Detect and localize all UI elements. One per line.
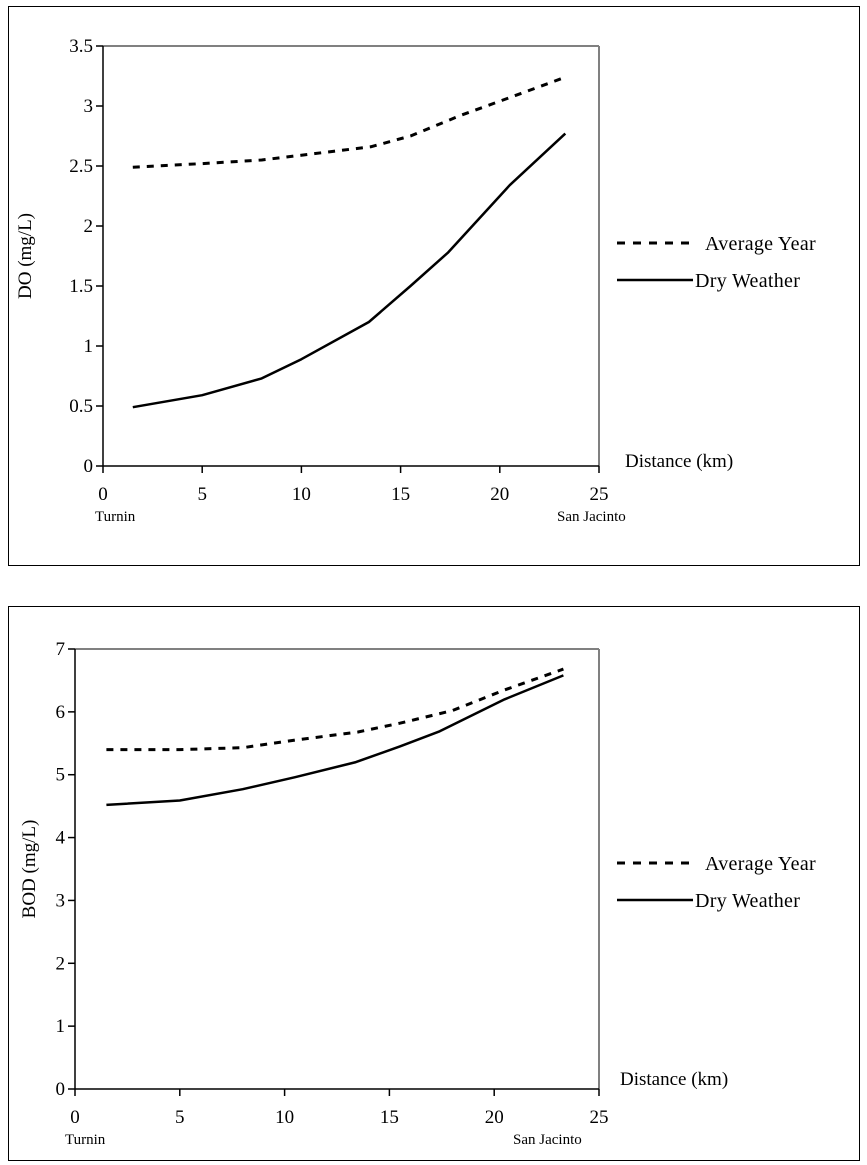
do-chart-panel: 0 0.5 1 1.5 2 2.5 3 3.5 0 5 10 15 20 25 Turnin San Jaci…: [8, 6, 860, 566]
x-tick-label: 5: [197, 484, 207, 505]
y-tick-label: 1.5: [69, 276, 93, 297]
y-tick-label: 4: [56, 828, 66, 849]
y-tick-label: 0: [84, 456, 94, 477]
x-tick-label: 15: [391, 484, 410, 505]
legend-label: Average Year: [705, 233, 816, 255]
series-line-dry-weather: [132, 132, 567, 409]
y-axis-title: DO (mg/L): [15, 213, 36, 299]
location-label: Turnin: [95, 509, 136, 525]
location-label: Turnin: [65, 1132, 106, 1148]
location-label: San Jacinto: [513, 1132, 582, 1148]
x-axis-title: Distance (km): [625, 451, 733, 472]
y-axis-title: BOD (mg/L): [19, 820, 40, 919]
y-tick-label: 1: [56, 1016, 66, 1037]
x-tick-label: 25: [590, 484, 609, 505]
legend-label: Dry Weather: [695, 890, 800, 912]
legend-label: Average Year: [705, 853, 816, 875]
series-line-average-year: [106, 667, 564, 752]
x-tick-label: 15: [380, 1107, 399, 1128]
x-tick-label: 10: [292, 484, 311, 505]
x-axis-title: Distance (km): [620, 1069, 728, 1090]
y-tick-label: 2: [84, 216, 94, 237]
y-tick-label: 2: [56, 953, 66, 974]
x-tick-label: 5: [175, 1107, 185, 1128]
x-tick-label: 0: [70, 1107, 80, 1128]
x-tick-label: 20: [490, 484, 509, 505]
location-label: San Jacinto: [557, 509, 626, 525]
y-tick-label: 3: [84, 96, 94, 117]
y-tick-label: 2.5: [69, 156, 93, 177]
y-tick-label: 0: [56, 1079, 66, 1100]
bod-chart-panel: 0 1 2 3 4 5 6 7 0 5 10 15 20 25 Turnin San Jacinto Dista…: [8, 606, 860, 1161]
series-line-dry-weather: [106, 674, 564, 807]
x-tick-label: 20: [485, 1107, 504, 1128]
y-tick-label: 5: [56, 765, 66, 786]
series-line-average-year: [132, 75, 566, 169]
y-tick-label: 6: [56, 702, 66, 723]
legend-label: Dry Weather: [695, 270, 800, 292]
x-tick-label: 0: [98, 484, 108, 505]
do-chart: 0 0.5 1 1.5 2 2.5 3 3.5 0 5 10 15 20 25 Turnin San Jaci…: [15, 36, 816, 525]
y-tick-label: 3: [56, 890, 66, 911]
x-tick-label: 10: [275, 1107, 294, 1128]
y-tick-label: 7: [56, 639, 66, 660]
y-tick-label: 0.5: [69, 396, 93, 417]
bod-chart: 0 1 2 3 4 5 6 7 0 5 10 15 20 25 Turnin San Jacinto Dista…: [19, 639, 816, 1148]
y-tick-label: 3.5: [69, 36, 93, 57]
x-tick-label: 25: [590, 1107, 609, 1128]
y-tick-label: 1: [84, 336, 94, 357]
